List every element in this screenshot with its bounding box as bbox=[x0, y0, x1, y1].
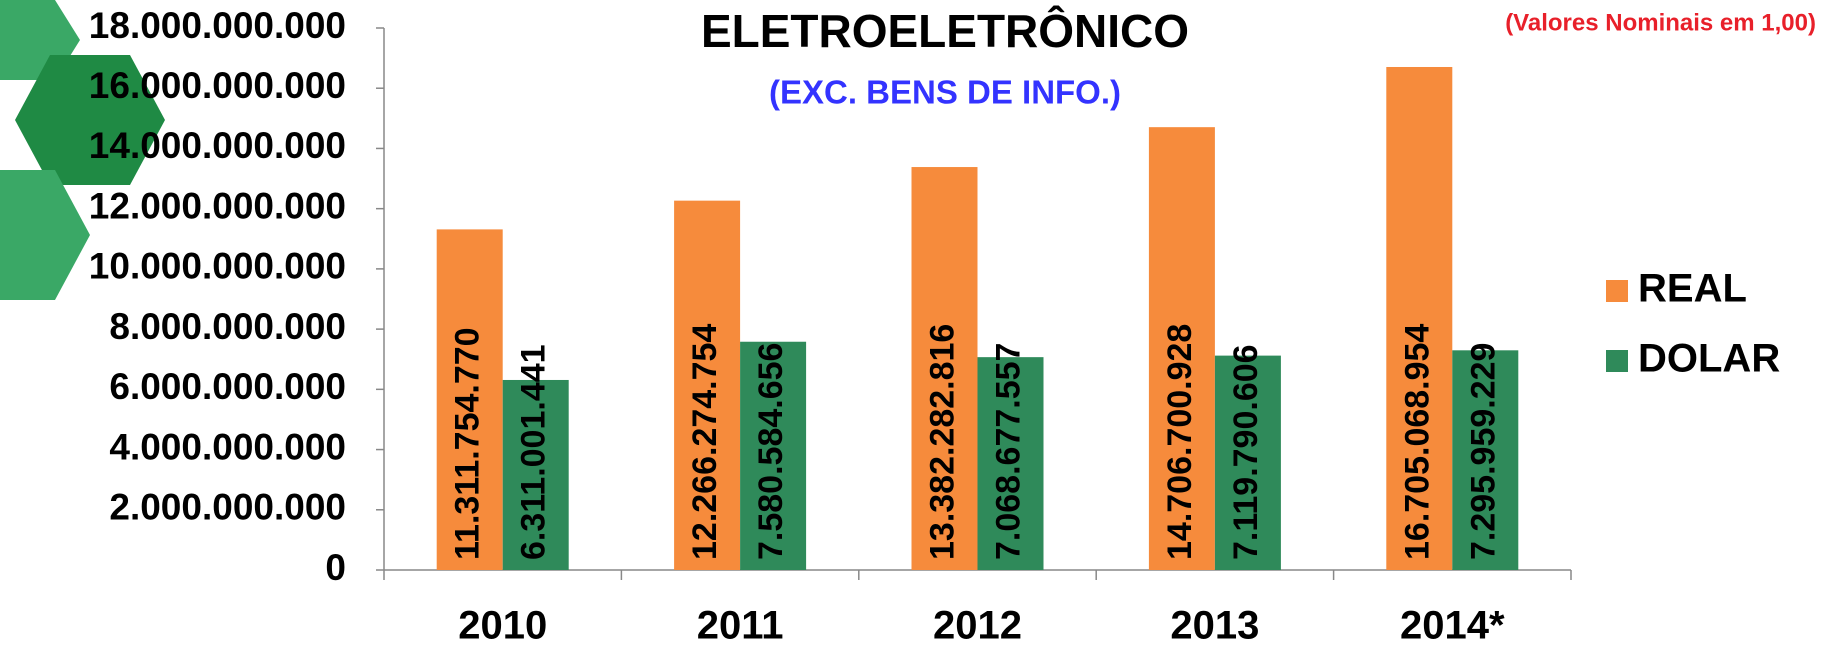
note: (Valores Nominais em 1,00) bbox=[1505, 9, 1816, 36]
y-tick-label: 6.000.000.000 bbox=[109, 366, 346, 407]
x-tick-label: 2010 bbox=[458, 604, 547, 648]
bar bbox=[911, 167, 978, 570]
bar bbox=[502, 379, 569, 570]
legend-label: DOLAR bbox=[1638, 337, 1780, 381]
x-tick-label: 2012 bbox=[933, 604, 1022, 648]
legend-label: REAL bbox=[1638, 267, 1747, 311]
chart-subtitle: (EXC. BENS DE INFO.) bbox=[769, 74, 1121, 111]
y-tick-label: 16.000.000.000 bbox=[89, 65, 346, 106]
legend-swatch bbox=[1606, 280, 1628, 302]
y-tick-label: 10.000.000.000 bbox=[89, 246, 346, 287]
data-label: 16.705.068.954 bbox=[1398, 324, 1436, 560]
bar bbox=[1386, 66, 1453, 570]
data-label: 7.068.677.557 bbox=[989, 343, 1027, 560]
data-label: 7.295.959.229 bbox=[1464, 343, 1502, 560]
data-label: 12.266.274.754 bbox=[686, 324, 724, 560]
bar bbox=[977, 357, 1044, 570]
y-tick-label: 14.000.000.000 bbox=[89, 125, 346, 166]
bar bbox=[1452, 350, 1519, 570]
y-tick-label: 12.000.000.000 bbox=[89, 185, 346, 226]
data-label: 6.311.001.441 bbox=[515, 344, 553, 560]
bar bbox=[436, 229, 503, 570]
y-tick-label: 18.000.000.000 bbox=[89, 5, 346, 46]
x-tick-label: 2013 bbox=[1170, 604, 1259, 648]
bar bbox=[674, 200, 741, 570]
y-tick-label: 4.000.000.000 bbox=[109, 426, 346, 467]
y-tick-label: 0 bbox=[325, 547, 346, 588]
data-label: 14.706.700.928 bbox=[1161, 324, 1199, 560]
decoration bbox=[0, 0, 165, 300]
bar bbox=[740, 341, 807, 570]
y-tick-label: 2.000.000.000 bbox=[109, 487, 346, 528]
data-label: 11.311.754.770 bbox=[449, 327, 487, 560]
x-tick-label: 2014* bbox=[1400, 604, 1505, 648]
chart-title: ELETROELETRÔNICO bbox=[701, 5, 1189, 57]
data-label: 7.580.584.656 bbox=[752, 343, 790, 560]
data-label: 7.119.790.606 bbox=[1227, 344, 1265, 560]
data-label: 13.382.282.816 bbox=[923, 324, 961, 560]
bar bbox=[1148, 127, 1215, 571]
legend-swatch bbox=[1606, 350, 1628, 372]
bar bbox=[1214, 355, 1281, 570]
x-tick-label: 2011 bbox=[697, 604, 784, 648]
y-tick-label: 8.000.000.000 bbox=[109, 306, 346, 347]
